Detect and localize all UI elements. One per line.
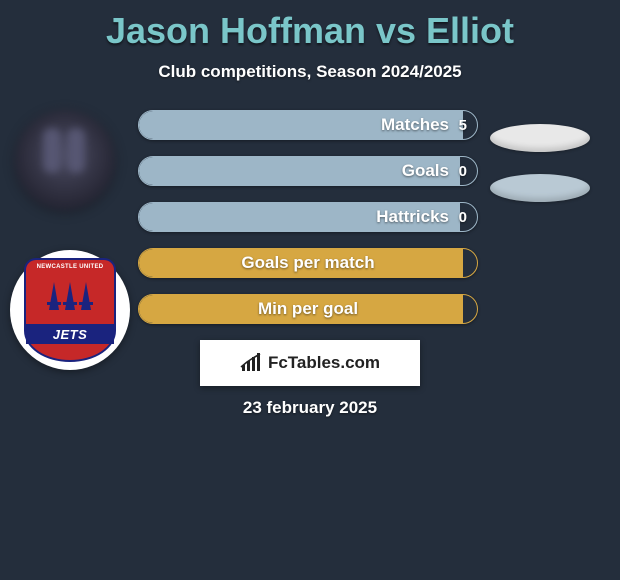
- brand-badge: FcTables.com: [200, 340, 420, 386]
- stat-bar-label: Min per goal: [139, 295, 477, 323]
- stat-bar: Hattricks 0: [138, 202, 478, 232]
- club-logo-planes-icon: [26, 282, 114, 322]
- stat-bar: Goals per match: [138, 248, 478, 278]
- stat-bar-label: Matches: [139, 111, 449, 139]
- club-logo-top-text: NEWCASTLE UNITED: [37, 264, 104, 271]
- stat-bar: Goals 0: [138, 156, 478, 186]
- comparison-ellipse: [490, 124, 590, 152]
- stat-bar-value: 0: [459, 203, 467, 231]
- player-avatar: [15, 110, 115, 210]
- club-logo-band: JETS: [26, 324, 114, 344]
- page-subtitle: Club competitions, Season 2024/2025: [0, 62, 620, 82]
- left-column: NEWCASTLE UNITED JETS: [10, 110, 120, 370]
- stat-bar-label: Goals per match: [139, 249, 477, 277]
- stat-bar-value: 5: [459, 111, 467, 139]
- content-area: NEWCASTLE UNITED JETS Matches5Goals0Hatt…: [0, 110, 620, 324]
- club-logo-band-text: JETS: [53, 327, 88, 342]
- stat-bar: Min per goal: [138, 294, 478, 324]
- brand-chart-icon: [240, 353, 264, 373]
- club-logo-shield: NEWCASTLE UNITED JETS: [24, 258, 116, 362]
- stat-bar: Matches 5: [138, 110, 478, 140]
- brand-text: FcTables.com: [268, 353, 380, 373]
- stat-bar-value: 0: [459, 157, 467, 185]
- stats-bars: Matches 5 Goals 0 Hattricks 0 Goals per match M…: [138, 110, 478, 324]
- club-logo: NEWCASTLE UNITED JETS: [10, 250, 130, 370]
- stat-bar-label: Hattricks: [139, 203, 449, 231]
- comparison-ellipse: [490, 174, 590, 202]
- page-title: Jason Hoffman vs Elliot: [0, 0, 620, 52]
- date-text: 23 february 2025: [0, 398, 620, 418]
- stat-bar-label: Goals: [139, 157, 449, 185]
